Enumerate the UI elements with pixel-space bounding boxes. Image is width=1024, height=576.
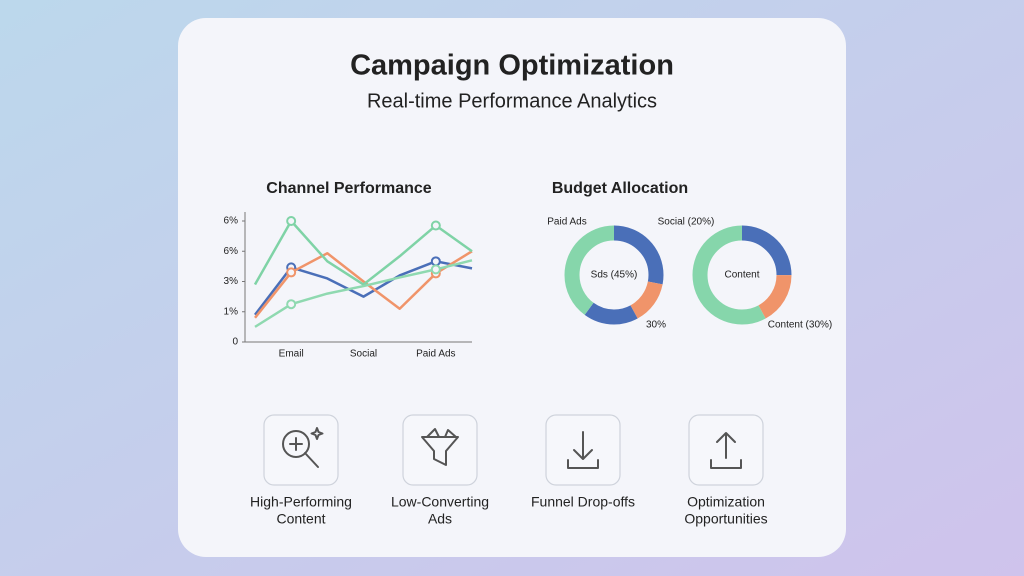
subtitle: Real-time Performance Analytics	[367, 90, 657, 112]
donut-label: Content (30%)	[768, 320, 832, 331]
x-tick-label: Email	[279, 349, 304, 360]
icon-download	[545, 414, 621, 486]
donut-label: Social (20%)	[658, 217, 715, 228]
point	[430, 220, 441, 231]
donut-label: Paid Ads	[547, 217, 586, 228]
point	[430, 256, 441, 267]
card-label: Funnel Drop-offs	[531, 494, 635, 510]
donut-label: Content	[724, 270, 759, 281]
point	[286, 267, 297, 278]
donut-segment	[564, 225, 664, 325]
panel	[178, 18, 846, 557]
icons	[263, 414, 764, 486]
y-tick-label: 6%	[224, 246, 239, 257]
card-label: Opportunities	[684, 511, 767, 527]
y-tick-label: 6%	[224, 216, 239, 227]
point	[430, 264, 441, 275]
icon-funnel	[402, 414, 478, 486]
point	[286, 299, 297, 310]
donut-label: Sds (45%)	[591, 270, 638, 281]
donut-segment	[692, 225, 792, 325]
y-tick-label: 3%	[224, 276, 239, 287]
icon-search	[263, 414, 339, 486]
point	[286, 216, 297, 226]
y-tick-label: 0	[232, 337, 238, 348]
card-label: Low-Converting	[391, 494, 489, 510]
x-tick-label: Paid Ads	[416, 349, 455, 360]
icon-upload	[688, 414, 764, 486]
chart-title: Budget Allocation	[552, 180, 688, 197]
donut-segment	[564, 225, 664, 325]
title: Campaign Optimization	[350, 50, 674, 82]
x-tick-label: Social	[350, 349, 377, 360]
donut-label: 30%	[646, 320, 666, 331]
chart-title: Channel Performance	[266, 180, 431, 197]
card-label: High-Performing	[250, 494, 352, 510]
card-label: Ads	[428, 511, 452, 527]
card-label: Content	[276, 511, 325, 527]
y-tick-label: 1%	[224, 306, 239, 317]
card-label: Optimization	[687, 494, 765, 510]
